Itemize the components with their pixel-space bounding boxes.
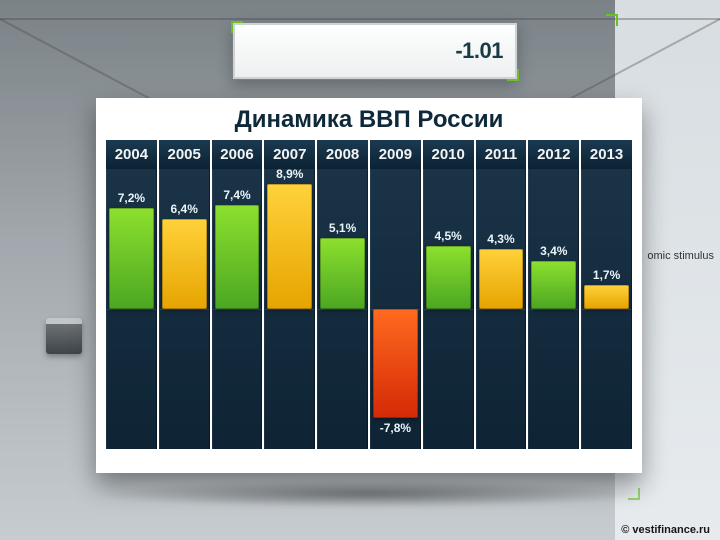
bar-label: 4,3% [476,232,527,246]
year-cell: 2009 [370,140,421,169]
bar [531,261,576,309]
attribution: © vestifinance.ru [621,524,710,536]
chart-column: 8,9% [264,169,315,449]
bar-label: 1,7% [581,268,632,282]
chart-title: Динамика ВВП России [96,98,642,140]
chart-body: 2004200520062007200820092010201120122013… [96,140,642,473]
bar-label: 3,4% [528,244,579,258]
year-cell: 2007 [264,140,315,169]
ticker-display: -1.01 [232,22,518,80]
bar-label: 4,5% [423,229,474,243]
year-cell: 2011 [476,140,527,169]
bar-label: 8,9% [264,167,315,181]
chart-column: 4,5% [423,169,474,449]
chart-column: 1,7% [581,169,632,449]
column-background [581,169,632,449]
bar [267,184,312,309]
ticker-value: -1.01 [455,38,503,63]
bar-label: 7,4% [212,188,263,202]
bar-label: -7,8% [370,421,421,435]
year-cell: 2010 [423,140,474,169]
stage: omic stimulus -1.01 Динамика ВВП России … [0,0,720,540]
bar [584,285,629,309]
year-cell: 2008 [317,140,368,169]
year-cell: 2012 [528,140,579,169]
bar-label: 7,2% [106,191,157,205]
column-background [476,169,527,449]
year-cell: 2006 [212,140,263,169]
chart-panel: Динамика ВВП России 20042005200620072008… [96,98,642,473]
bar-label: 6,4% [159,202,210,216]
crop-mark-icon [606,14,618,26]
chart-column: 5,1% [317,169,368,449]
bar-label: 5,1% [317,221,368,235]
chart-column: 6,4% [159,169,210,449]
year-cell: 2005 [159,140,210,169]
right-wall-text: omic stimulus [647,250,714,262]
bar [215,205,260,309]
vent-box [46,318,82,354]
chart-columns: 7,2%6,4%7,4%8,9% 5,1% -7,8% 4,5%4,3%3,4%1,7… [106,169,632,449]
year-cell: 2013 [581,140,632,169]
chart-column: 4,3% [476,169,527,449]
bar [109,208,154,309]
bar [162,219,207,309]
column-background [528,169,579,449]
bar [373,309,418,418]
bar [320,238,365,309]
chart-column: -7,8% [370,169,421,449]
perspective-line [0,18,168,109]
bar [479,249,524,309]
panel-shadow [96,480,642,508]
column-background [423,169,474,449]
chart-column: 3,4% [528,169,579,449]
chart-column: 7,4% [212,169,263,449]
column-background [317,169,368,449]
year-cell: 2004 [106,140,157,169]
chart-column: 7,2% [106,169,157,449]
bar [426,246,471,309]
year-axis: 2004200520062007200820092010201120122013 [106,140,632,169]
